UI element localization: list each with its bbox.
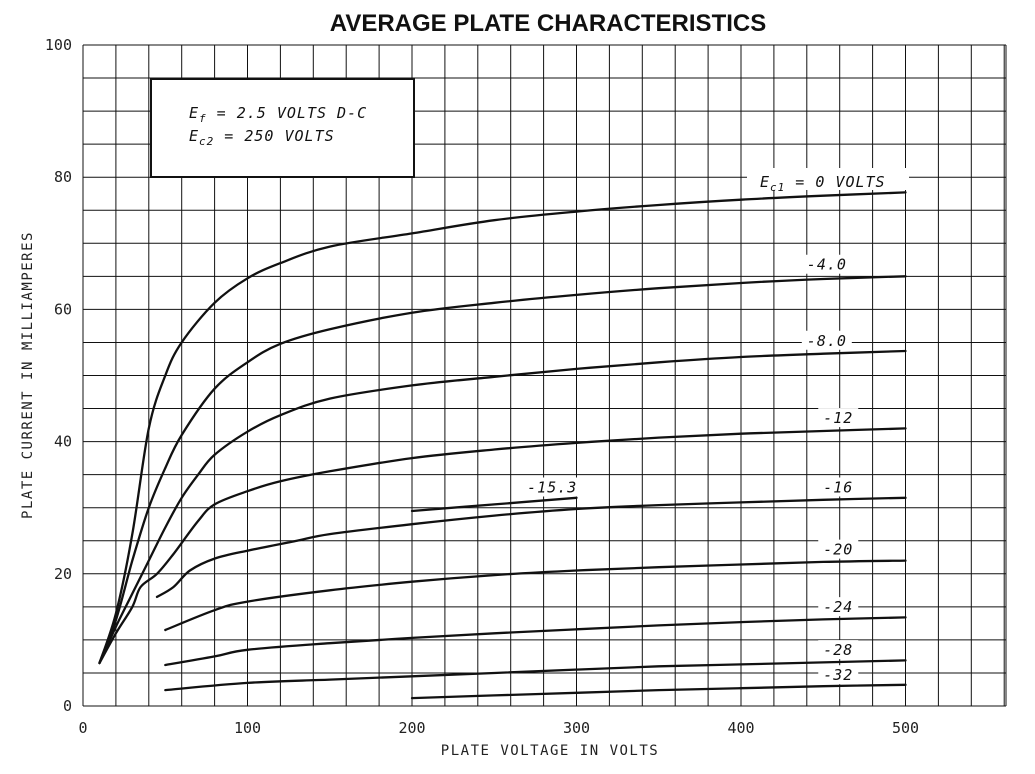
curve-label: -24: [823, 598, 853, 616]
series-line-5: [410, 496, 578, 513]
curve-label-background: [818, 597, 859, 617]
y-tick-label: 40: [54, 433, 72, 451]
axis-ticks: 0 100 200 300 400 500 0 20 40 60 80 100: [45, 36, 919, 737]
curve-label: -15.3: [527, 478, 577, 496]
series-line-1: [98, 275, 907, 665]
conditions-note: Ef = 2.5 VOLTS D-C Ec2 = 250 VOLTS: [150, 78, 415, 178]
filament-voltage-note: Ef = 2.5 VOLTS D-C: [189, 104, 367, 125]
series-line-8: [164, 659, 907, 692]
series-line-6: [164, 559, 907, 632]
y-tick-label: 60: [54, 300, 72, 318]
x-tick-label: 500: [892, 719, 919, 737]
series-line-4: [155, 496, 907, 599]
chart-title: AVERAGE PLATE CHARACTERISTICS: [330, 10, 766, 37]
curve-label: -8.0: [807, 332, 847, 350]
curve-label: -4.0: [807, 256, 847, 274]
x-axis-label: PLATE VOLTAGE IN VOLTS: [441, 743, 659, 759]
curve-label: -16: [823, 478, 853, 496]
x-tick-label: 100: [234, 719, 261, 737]
curve-label-background: [522, 477, 583, 497]
x-tick-label: 0: [78, 719, 87, 737]
series-line-2: [98, 349, 907, 665]
screen-voltage-note: Ec2 = 250 VOLTS: [189, 127, 335, 148]
curve-label: -28: [823, 641, 853, 659]
curve-label-background: [801, 254, 852, 274]
curve-label-background: [818, 477, 859, 497]
curve-label-background: [801, 330, 852, 350]
y-tick-label: 0: [63, 697, 72, 715]
x-tick-label: 400: [727, 719, 754, 737]
series-line-9: [410, 683, 907, 700]
series-line-3: [98, 427, 907, 665]
curve-label: -20: [823, 541, 853, 559]
curve-label-0-volts: Ec1 = 0 VOLTS: [760, 173, 886, 194]
series-line-0: [98, 191, 907, 665]
curve-label-background: [818, 665, 859, 685]
characteristic-curves: [98, 191, 907, 700]
curve-label: -32: [823, 666, 853, 684]
x-tick-label: 300: [563, 719, 590, 737]
x-tick-label: 200: [398, 719, 425, 737]
series-line-7: [164, 616, 907, 667]
y-tick-label: 80: [54, 168, 72, 186]
y-tick-label: 100: [45, 36, 72, 54]
y-tick-label: 20: [54, 565, 72, 583]
curve-label-background: [818, 539, 859, 559]
curve-label-background: [818, 640, 859, 660]
curve-label-background: [818, 408, 859, 428]
y-axis-label: PLATE CURRENT IN MILLIAMPERES: [20, 231, 36, 519]
curve-label: -12: [823, 409, 853, 427]
curve-labels: -4.0 -8.0 -12 -16 -15.3 -20 -24 -28 -32: [522, 254, 859, 685]
